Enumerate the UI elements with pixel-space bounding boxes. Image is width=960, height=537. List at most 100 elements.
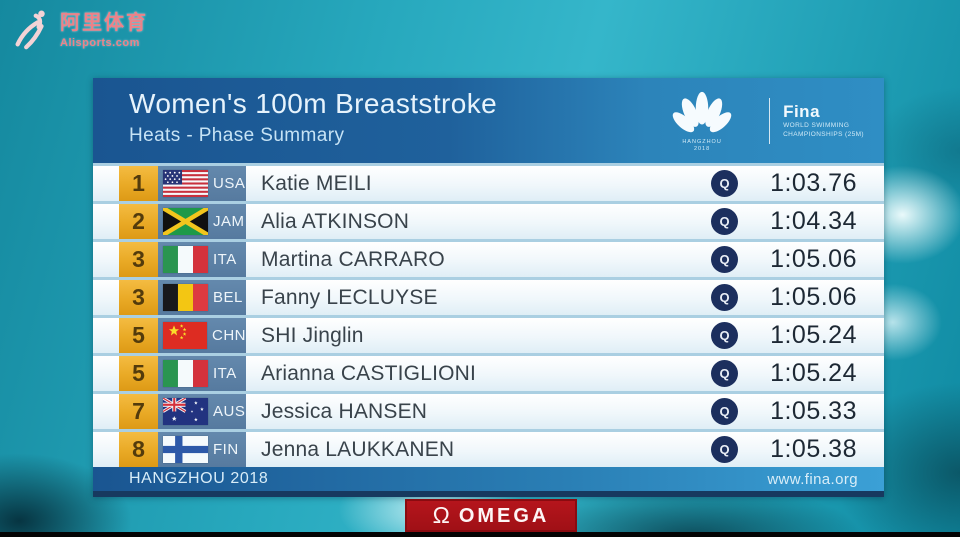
event-subtitle: Heats - Phase Summary bbox=[129, 125, 345, 146]
emblem-host-line1: HANGZHOU bbox=[682, 138, 722, 145]
athlete-name: SHI Jinglin bbox=[261, 323, 364, 347]
qualified-letter: Q bbox=[719, 290, 730, 305]
alisports-name-cn: 阿里体育 bbox=[60, 12, 148, 34]
country-code: USA bbox=[213, 175, 246, 192]
athlete-name: Katie MEILI bbox=[261, 171, 372, 195]
qualified-badge: Q bbox=[711, 170, 738, 197]
result-row: 7 bbox=[93, 391, 884, 429]
qualified-letter: Q bbox=[719, 214, 730, 229]
fina-competition-line2: CHAMPIONSHIPS (25M) bbox=[783, 130, 864, 138]
flag-australia-icon bbox=[163, 398, 208, 425]
footer-bar: HANGZHOU 2018 www.fina.org bbox=[93, 467, 884, 497]
athlete-name: Alia ATKINSON bbox=[261, 209, 410, 233]
qualified-letter: Q bbox=[719, 328, 730, 343]
qualified-letter: Q bbox=[719, 252, 730, 267]
country-cell: BEL bbox=[158, 280, 246, 315]
alisports-wordmark: 阿里体育 Alisports.com bbox=[60, 6, 148, 49]
rank-cell: 8 bbox=[119, 432, 158, 467]
row-lead-strip bbox=[93, 204, 119, 239]
alisports-mark-icon bbox=[15, 10, 45, 50]
qualified-badge: Q bbox=[711, 246, 738, 273]
results-panel: Women's 100m Breaststroke Heats - Phase … bbox=[93, 78, 884, 497]
country-cell: ITA bbox=[158, 356, 246, 391]
event-titles: Women's 100m Breaststroke Heats - Phase … bbox=[93, 78, 497, 163]
emblem-host-line2: 2018 bbox=[693, 145, 711, 152]
emblem-caption: HANGZHOU 2018 bbox=[682, 139, 721, 153]
time-cell: 1:04.34 bbox=[770, 207, 857, 235]
qualified-letter: Q bbox=[719, 366, 730, 381]
flag-italy-icon bbox=[163, 246, 208, 273]
athlete-name: Jessica HANSEN bbox=[261, 399, 428, 423]
time-cell: 1:05.06 bbox=[770, 283, 857, 311]
rank-cell: 3 bbox=[119, 280, 158, 315]
result-row: 5 ITA Arianna CASTIGLIONI Q 1:05.24 bbox=[93, 353, 884, 391]
country-cell: CHN bbox=[158, 318, 246, 353]
footer-host: HANGZHOU 2018 bbox=[129, 470, 269, 487]
row-lead-strip bbox=[93, 356, 119, 391]
time-cell: 1:05.38 bbox=[770, 435, 857, 463]
country-cell: FIN bbox=[158, 432, 246, 467]
flag-italy-icon bbox=[163, 360, 208, 387]
omega-sponsor-banner: Ω OMEGA bbox=[405, 499, 577, 532]
country-cell: USA bbox=[158, 166, 246, 201]
country-cell: JAM bbox=[158, 204, 246, 239]
rank-cell: 5 bbox=[119, 318, 158, 353]
qualified-letter: Q bbox=[719, 442, 730, 457]
result-row: 8 FIN Jenna LAUKKANEN Q 1:05.38 bbox=[93, 429, 884, 467]
row-lead-strip bbox=[93, 242, 119, 277]
row-lead-strip bbox=[93, 166, 119, 201]
rank-cell: 3 bbox=[119, 242, 158, 277]
championship-logo: HANGZHOU 2018 Fina WORLD SWIMMING CHAMPI… bbox=[648, 78, 884, 163]
country-cell: ITA bbox=[158, 242, 246, 277]
result-row: 5 C bbox=[93, 315, 884, 353]
country-code: FIN bbox=[213, 441, 239, 458]
country-code: ITA bbox=[213, 251, 237, 268]
flag-finland-icon bbox=[163, 436, 208, 463]
row-lead-strip bbox=[93, 432, 119, 467]
rank-cell: 5 bbox=[119, 356, 158, 391]
hangzhou-emblem-icon bbox=[672, 91, 732, 132]
flag-belgium-icon bbox=[163, 284, 208, 311]
alisports-name-en: Alisports.com bbox=[60, 37, 140, 49]
qualified-badge: Q bbox=[711, 398, 738, 425]
qualified-letter: Q bbox=[719, 176, 730, 191]
results-table: 1 USA Katie MEILI Q 1:03.76 bbox=[93, 163, 884, 467]
rank-cell: 1 bbox=[119, 166, 158, 201]
hangzhou-emblem: HANGZHOU 2018 bbox=[648, 89, 756, 153]
result-row: 3 BEL Fanny LECLUYSE Q 1:05.06 bbox=[93, 277, 884, 315]
country-code: CHN bbox=[212, 327, 246, 344]
alisports-logo: 阿里体育 Alisports.com bbox=[10, 6, 148, 54]
time-cell: 1:05.06 bbox=[770, 245, 857, 273]
qualified-badge: Q bbox=[711, 208, 738, 235]
row-lead-strip bbox=[93, 280, 119, 315]
qualified-badge: Q bbox=[711, 284, 738, 311]
country-code: JAM bbox=[213, 213, 245, 230]
row-lead-strip bbox=[93, 394, 119, 429]
time-cell: 1:03.76 bbox=[770, 169, 857, 197]
time-cell: 1:05.24 bbox=[770, 321, 857, 349]
time-cell: 1:05.33 bbox=[770, 397, 857, 425]
result-row: 2 JAM Alia ATKINSON Q 1:04.34 bbox=[93, 201, 884, 239]
athlete-name: Jenna LAUKKANEN bbox=[261, 437, 455, 461]
fina-wordmark: Fina WORLD SWIMMING CHAMPIONSHIPS (25M) bbox=[783, 102, 864, 139]
rank-cell: 2 bbox=[119, 204, 158, 239]
qualified-badge: Q bbox=[711, 322, 738, 349]
fina-competition-line1: WORLD SWIMMING bbox=[783, 122, 850, 129]
flag-jamaica-icon bbox=[163, 208, 208, 235]
row-lead-strip bbox=[93, 318, 119, 353]
flag-usa-icon bbox=[163, 170, 208, 197]
country-cell: AUS bbox=[158, 394, 246, 429]
qualified-badge: Q bbox=[711, 436, 738, 463]
footer-url: www.fina.org bbox=[767, 470, 858, 488]
country-code: ITA bbox=[213, 365, 237, 382]
fina-name: Fina bbox=[783, 102, 821, 121]
country-code: AUS bbox=[213, 403, 246, 420]
athlete-name: Martina CARRARO bbox=[261, 247, 445, 271]
country-code: BEL bbox=[213, 289, 243, 306]
time-cell: 1:05.24 bbox=[770, 359, 857, 387]
athlete-name: Fanny LECLUYSE bbox=[261, 285, 438, 309]
athlete-name: Arianna CASTIGLIONI bbox=[261, 361, 477, 385]
omega-icon: Ω bbox=[432, 502, 450, 528]
rank-cell: 7 bbox=[119, 394, 158, 429]
